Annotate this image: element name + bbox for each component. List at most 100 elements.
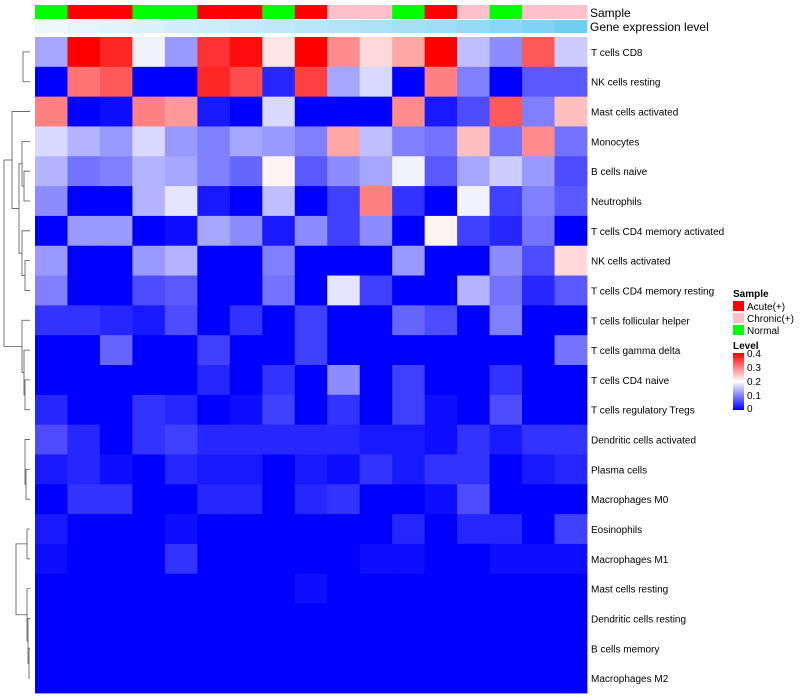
heatmap-cell <box>229 543 263 575</box>
heatmap-cell <box>294 454 328 485</box>
heatmap-cell <box>554 514 588 545</box>
heatmap-cell <box>327 454 361 485</box>
expression-annotation-cell <box>424 20 458 33</box>
heatmap-cell <box>327 156 361 187</box>
heatmap-cell <box>67 275 101 306</box>
dendrogram-branch <box>25 468 30 500</box>
heatmap-cell <box>197 215 231 247</box>
dendrogram-branch <box>15 543 27 616</box>
heatmap-cell <box>294 186 328 217</box>
heatmap-cell <box>294 365 328 396</box>
heatmap-cell <box>522 454 555 485</box>
heatmap-cell <box>359 454 393 485</box>
heatmap-cell <box>424 484 458 515</box>
heatmap-cell <box>522 66 555 98</box>
heatmap-cell <box>554 66 588 98</box>
heatmap-cell <box>424 633 458 664</box>
heatmap-cell <box>327 186 361 217</box>
row-label: NK cells activated <box>591 257 670 268</box>
heatmap-cell <box>35 215 68 247</box>
expression-annotation-cell <box>522 20 555 33</box>
row-label: Dendritic cells activated <box>591 436 696 447</box>
heatmap-cell <box>132 514 166 545</box>
heatmap-cell <box>327 663 361 694</box>
heatmap-cell <box>197 514 231 545</box>
heatmap-cell <box>132 633 166 664</box>
heatmap-cell <box>229 514 263 545</box>
heatmap-cell <box>554 543 588 575</box>
heatmap-cell <box>294 543 328 575</box>
heatmap-cell <box>67 424 101 455</box>
heatmap-cell <box>554 37 588 68</box>
heatmap-cell <box>197 484 231 515</box>
row-label: T cells CD4 naive <box>591 376 670 387</box>
heatmap-cell <box>424 66 458 98</box>
heatmap-cell <box>392 37 426 68</box>
heatmap-cell <box>164 305 198 336</box>
heatmap-cell <box>132 305 166 336</box>
heatmap-cell <box>99 156 133 187</box>
heatmap-cell <box>554 305 588 336</box>
heatmap-cell <box>262 66 296 98</box>
dendrogram-branch <box>21 140 30 187</box>
heatmap-cell <box>229 573 263 604</box>
row-label: B cells memory <box>591 644 659 655</box>
heatmap-cell <box>35 245 68 276</box>
legend-label-chronic: Chronic(+) <box>747 314 794 325</box>
heatmap-cell <box>67 96 101 127</box>
heatmap-cell <box>294 424 328 455</box>
sample-annotation-cell <box>132 5 166 19</box>
heatmap-cell <box>229 663 263 694</box>
heatmap-cell <box>554 573 588 604</box>
heatmap-cell <box>262 514 296 545</box>
heatmap-cell <box>327 633 361 664</box>
heatmap-cell <box>489 126 523 157</box>
heatmap-cell <box>262 484 296 515</box>
heatmap-cell <box>197 663 231 694</box>
heatmap-cell <box>457 186 490 217</box>
sample-annotation-cell <box>424 5 458 19</box>
heatmap-cell <box>229 335 263 366</box>
heatmap-cell <box>522 543 555 575</box>
heatmap-cell <box>197 186 231 217</box>
heatmap-cell <box>197 543 231 575</box>
legend-swatch-chronic <box>733 313 744 323</box>
heatmap-cell <box>392 275 426 306</box>
heatmap-cell <box>99 275 133 306</box>
heatmap-cell <box>197 66 231 98</box>
heatmap-cell <box>99 454 133 485</box>
dendrogram-branch <box>22 51 30 83</box>
heatmap-cell <box>99 96 133 127</box>
heatmap-cell <box>424 394 458 426</box>
heatmap-cell <box>35 454 68 485</box>
heatmap-cell <box>392 573 426 604</box>
row-labels: T cells CD8 NK cells resting Mast cells ac… <box>591 48 724 685</box>
heatmap-cell <box>262 37 296 68</box>
expression-annotation-cell <box>197 20 231 33</box>
heatmap-cell <box>424 454 458 485</box>
heatmap-cell <box>132 275 166 306</box>
heatmap-cell <box>424 365 458 396</box>
heatmap-cell <box>522 603 555 634</box>
heatmap-cell <box>67 633 101 664</box>
heatmap-cell <box>229 186 263 217</box>
heatmap-cell <box>424 305 458 336</box>
heatmap-cell <box>99 543 133 575</box>
heatmap-cell <box>392 186 426 217</box>
heatmap-cell <box>294 126 328 157</box>
heatmap-cell <box>554 335 588 366</box>
heatmap-cell <box>67 215 101 247</box>
heatmap-cell <box>522 573 555 604</box>
level-tick-0: 0 <box>747 404 753 415</box>
heatmap-cell <box>35 126 68 157</box>
heatmap-cell <box>489 215 523 247</box>
heatmap-cell <box>132 424 166 455</box>
heatmap-cell <box>229 365 263 396</box>
heatmap-cell <box>35 365 68 396</box>
heatmap-cell <box>132 126 166 157</box>
heatmap-cell <box>132 66 166 98</box>
heatmap-cell <box>359 37 393 68</box>
expression-track-label: Gene expression level <box>590 20 709 34</box>
sample-annotation-cell <box>164 5 198 19</box>
heatmap-cell <box>294 663 328 694</box>
